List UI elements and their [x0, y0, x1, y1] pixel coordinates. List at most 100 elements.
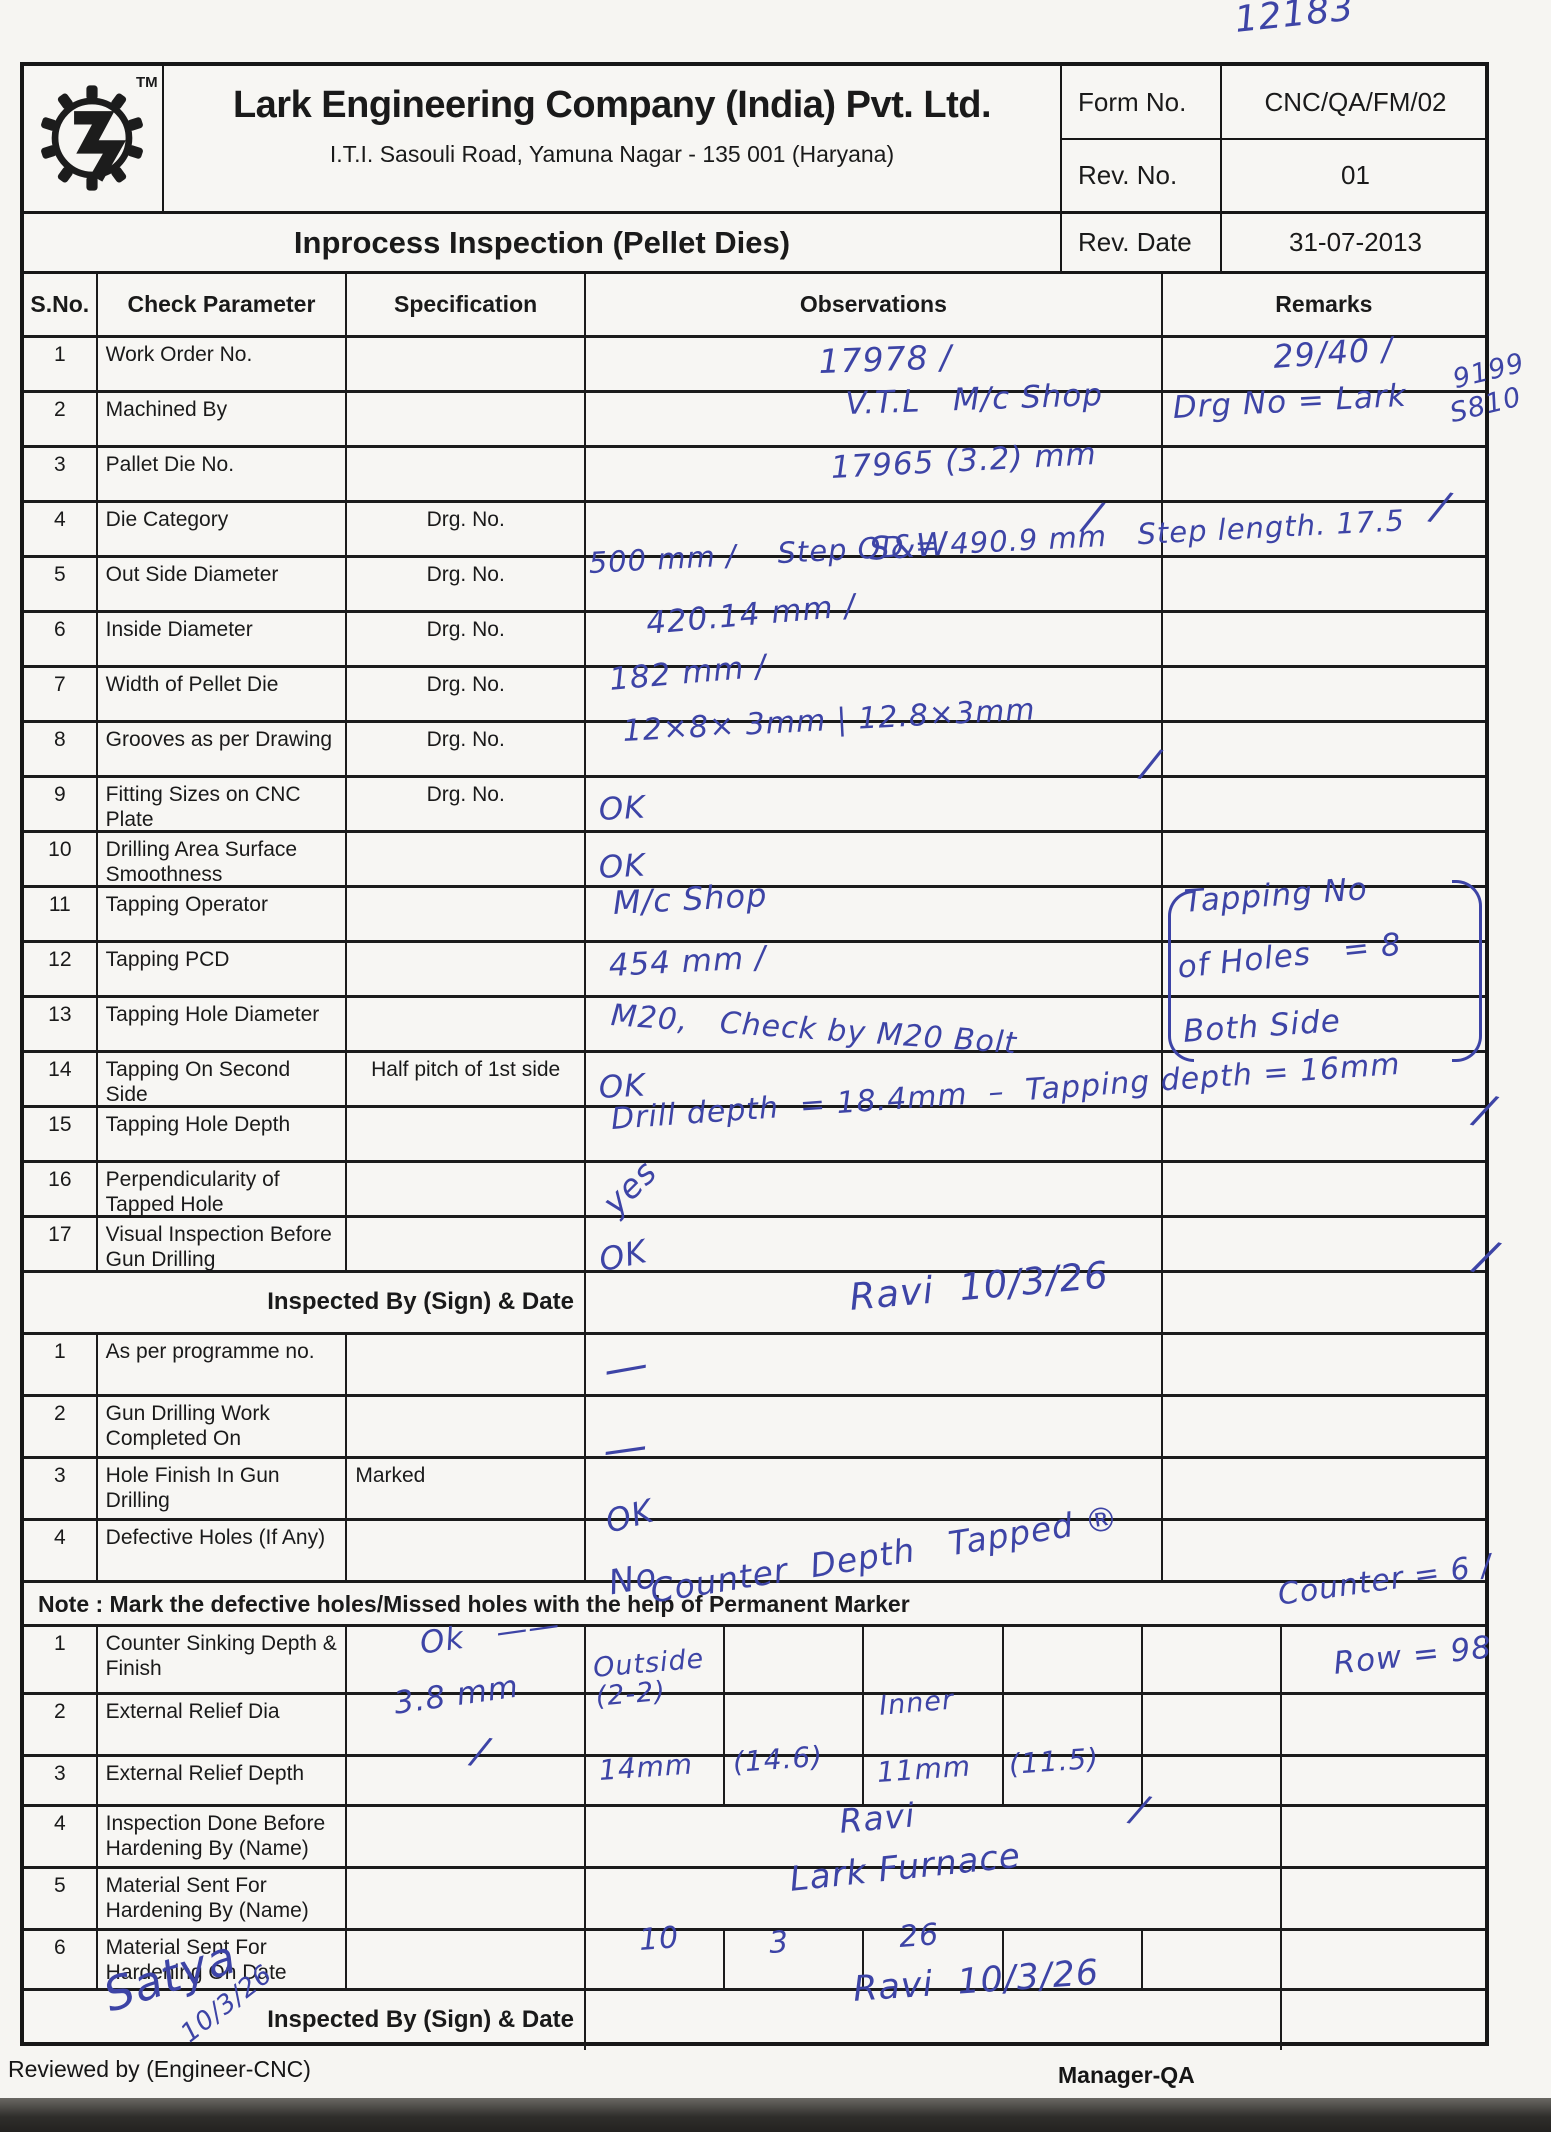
table-row: 2 External Relief Dia [24, 1695, 1485, 1757]
table-row: 1 Counter Sinking Depth & Finish [24, 1627, 1485, 1695]
cell-spec: Drg. No. [347, 778, 587, 830]
cell-param: Drilling Area Surface Smoothness [98, 833, 348, 886]
hw-obs-inspection-before: Ravi [837, 1795, 917, 1841]
rev-no-value-cell: 01 [1222, 140, 1489, 214]
cell-observation-sub [586, 1695, 726, 1754]
manager-qa-label: Manager-QA [1058, 2062, 1195, 2088]
cell-sno: 8 [24, 723, 98, 775]
cell-observation [586, 338, 1163, 390]
table-row: 2 Machined By [24, 393, 1485, 448]
table-row: 4 Defective Holes (If Any) [24, 1521, 1485, 1583]
hw-obs-fitting: OK [597, 789, 647, 828]
cell-remark [1282, 1695, 1485, 1754]
cell-param: Grooves as per Drawing [98, 723, 348, 775]
cell-observation [586, 1053, 1163, 1105]
cell-sno: 5 [24, 558, 98, 610]
cell-sno: 1 [24, 1335, 98, 1394]
inspected-by-sign-cell-2 [586, 1991, 1283, 2050]
cell-spec [347, 338, 587, 390]
cell-observation [586, 1869, 1283, 1928]
cell-param: Work Order No. [98, 338, 348, 390]
cell-param: Tapping On Second Side [98, 1053, 348, 1106]
col-spec: Specification [347, 274, 586, 335]
cell-spec [347, 393, 587, 445]
cell-remark [1163, 668, 1485, 720]
cell-observation [586, 1218, 1163, 1270]
hw-obs-date-10: 10 [637, 1920, 681, 1958]
inspection-table-section-2: 1 As per programme no. 2 Gun Drilling Work … [24, 1335, 1485, 1583]
cell-remark [1163, 778, 1485, 830]
cell-sno: 6 [24, 1931, 98, 1988]
cell-sno: 16 [24, 1163, 98, 1215]
table-row: 3 Hole Finish In Gun Drilling Marked [24, 1459, 1485, 1521]
cell-spec [347, 1627, 586, 1692]
hw-obs-work-order: 17978 / [817, 337, 953, 381]
cell-sno: 11 [24, 888, 98, 940]
form-no-value-cell: CNC/QA/FM/02 [1222, 66, 1489, 140]
table-row: 9 Fitting Sizes on CNC Plate Drg. No. [24, 778, 1485, 833]
table-row: 17 Visual Inspection Before Gun Drilling [24, 1218, 1485, 1273]
cell-spec [347, 1521, 587, 1580]
cell-sno: 2 [24, 1397, 98, 1456]
trademark-symbol: TM [136, 74, 158, 91]
cell-spec [347, 448, 587, 500]
cell-param: Width of Pellet Die [98, 668, 348, 720]
cell-spec [347, 1218, 587, 1270]
cell-observation-sub [586, 1627, 726, 1692]
cell-param: Gun Drilling Work Completed On [98, 1397, 348, 1456]
inspection-table-section-3: 1 Counter Sinking Depth & Finish 2 External… [24, 1627, 1485, 1991]
cell-sno: 6 [24, 613, 98, 665]
cell-sno: 2 [24, 1695, 98, 1754]
company-gear-logo [41, 85, 143, 191]
cell-param: Visual Inspection Before Gun Drilling [98, 1218, 348, 1271]
form-no-label: Form No. [1078, 86, 1187, 117]
table-row: 15 Tapping Hole Depth [24, 1108, 1485, 1163]
inspected-by-label-2: Inspected By (Sign) & Date [24, 1991, 586, 2050]
cell-spec [347, 1807, 587, 1866]
cell-spec: Drg. No. [347, 613, 587, 665]
cell-observation-sub [1004, 1757, 1143, 1804]
cell-remark [1163, 558, 1485, 610]
hw-obs-relief-inner: Inner [877, 1684, 956, 1722]
cell-spec [347, 1931, 586, 1988]
cell-observation [586, 1397, 1163, 1456]
rev-date-label-cell: Rev. Date [1062, 214, 1222, 274]
cell-spec [347, 833, 587, 885]
cell-spec: Drg. No. [347, 723, 587, 775]
cell-sno: 3 [24, 1459, 98, 1518]
cell-observation-sub [725, 1627, 865, 1692]
hw-obs-gun-drilling: — [599, 1419, 652, 1477]
cell-sno: 1 [24, 338, 98, 390]
cell-observation [586, 613, 1163, 665]
cell-param: Perpendicularity of Tapped Hole [98, 1163, 348, 1216]
cell-sno: 4 [24, 1521, 98, 1580]
table-row: 1 Work Order No. [24, 338, 1485, 393]
hw-obs-drilling-area: OK [597, 847, 647, 886]
hw-obs-relief-11: 11mm [875, 1749, 973, 1789]
cell-param: Tapping Operator [98, 888, 348, 940]
cell-sno: 4 [24, 503, 98, 555]
cell-param: Tapping Hole Diameter [98, 998, 348, 1050]
hw-obs-relief-14: 14mm [597, 1747, 695, 1787]
cell-remark [1282, 1869, 1485, 1928]
cell-param: Out Side Diameter [98, 558, 348, 610]
inspection-table-section-1: 1 Work Order No. 2 Machined By 3 Pallet Die N… [24, 338, 1485, 1273]
cell-remark [1163, 1108, 1485, 1160]
table-header-row: S.No. Check Parameter Specification Obse… [24, 274, 1485, 338]
table-row: 1 As per programme no. [24, 1335, 1485, 1397]
inspected-by-row-2: Inspected By (Sign) & Date [24, 1991, 1485, 2050]
inspected-by-row-1: Inspected By (Sign) & Date [24, 1273, 1485, 1335]
inspected-by-remark-cell [1163, 1273, 1485, 1332]
form-title: Inprocess Inspection (Pellet Dies) [24, 214, 1062, 274]
cell-observation [586, 393, 1163, 445]
cell-observation [586, 778, 1163, 830]
cell-sno: 17 [24, 1218, 98, 1270]
cell-spec [347, 1335, 587, 1394]
rev-date-label: Rev. Date [1078, 227, 1192, 257]
cell-sno: 9 [24, 778, 98, 830]
col-param: Check Parameter [98, 274, 348, 335]
hw-obs-tapping-operator: M/c Shop [611, 875, 769, 922]
cell-observation-sub [586, 1931, 726, 1988]
cell-param: Inspection Done Before Hardening By (Nam… [98, 1807, 348, 1866]
